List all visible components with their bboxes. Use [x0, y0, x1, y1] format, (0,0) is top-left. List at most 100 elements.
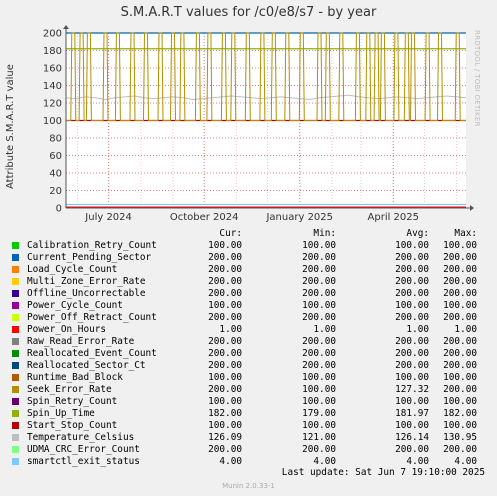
legend-value-cur: 4.00	[219, 456, 242, 467]
legend-swatch	[12, 458, 19, 465]
y-tick-label: 60	[49, 151, 62, 162]
legend-value-max: 200.00	[443, 276, 477, 287]
legend-value-avg: 200.00	[395, 276, 429, 287]
y-tick-label: 0	[56, 204, 62, 215]
legend-value-max: 200.00	[443, 360, 477, 371]
legend-value-cur: 100.00	[208, 372, 242, 383]
legend-swatch	[12, 350, 19, 357]
legend-series-name: Temperature_Celsius	[27, 432, 135, 443]
legend-value-min: 100.00	[302, 384, 336, 395]
x-tick-label: April 2025	[368, 212, 419, 223]
legend-value-cur: 200.00	[208, 276, 242, 287]
legend-swatch	[12, 326, 19, 333]
legend-series-name: Seek_Error_Rate	[27, 384, 112, 395]
legend-value-cur: 1.00	[219, 324, 242, 335]
legend-series-name: Offline_Uncorrectable	[27, 288, 146, 299]
legend-value-cur: 100.00	[208, 420, 242, 431]
axes: 0 20 40 60 80 100 120 140 160 180 200 July 2024 Octo…	[43, 25, 474, 223]
legend-row: Runtime_Bad_Block 100.00 100.00 100.00 100.0…	[12, 372, 477, 384]
legend-value-avg: 100.00	[395, 420, 429, 431]
legend-swatch	[12, 254, 19, 261]
legend-value-max: 100.00	[443, 396, 477, 407]
y-tick-label: 140	[43, 81, 62, 92]
legend-swatch	[12, 398, 19, 405]
legend-value-avg: 200.00	[395, 264, 429, 275]
legend-rows: Calibration_Retry_Count 100.00 100.00 100.0…	[12, 240, 477, 468]
legend-value-avg: 200.00	[395, 348, 429, 359]
legend-value-max: 100.00	[443, 300, 477, 311]
legend-header-min: Min:	[313, 228, 336, 239]
chart-title: S.M.A.R.T values for /c0/e8/s7 - by year	[120, 5, 377, 20]
legend-value-min: 200.00	[302, 336, 336, 347]
legend-swatch	[12, 242, 19, 249]
legend-value-min: 200.00	[302, 288, 336, 299]
legend-swatch	[12, 422, 19, 429]
legend-value-cur: 200.00	[208, 336, 242, 347]
x-axis-arrow	[470, 205, 474, 211]
x-tick-label: October 2024	[170, 212, 239, 223]
legend-value-min: 100.00	[302, 396, 336, 407]
legend-header: Cur: Min: Avg: Max:	[12, 228, 477, 240]
legend-value-avg: 200.00	[395, 288, 429, 299]
legend-value-avg: 4.00	[406, 456, 429, 467]
legend-swatch	[12, 434, 19, 441]
last-update: Last update: Sat Jun 7 19:10:00 2025	[281, 467, 485, 478]
legend-row: Spin_Up_Time 182.00 179.00 181.97 182.00	[12, 408, 477, 420]
legend-row: Start_Stop_Count 100.00 100.00 100.00 100.00	[12, 420, 477, 432]
legend-value-cur: 200.00	[208, 444, 242, 455]
legend-series-name: Reallocated_Sector_Ct	[27, 360, 146, 371]
legend-series-name: Spin_Retry_Count	[27, 396, 118, 407]
legend-value-cur: 100.00	[208, 396, 242, 407]
legend-row: Offline_Uncorrectable 200.00 200.00 200.00 2…	[12, 288, 477, 300]
y-tick-label: 20	[49, 186, 62, 197]
legend-row: Multi_Zone_Error_Rate 200.00 200.00 200.00 2…	[12, 276, 477, 288]
legend-value-min: 200.00	[302, 444, 336, 455]
legend-row: Load_Cycle_Count 200.00 200.00 200.00 200.00	[12, 264, 477, 276]
rrdtool-credit: RRDTOOL / TOBI OETIKER	[473, 30, 481, 127]
legend-value-cur: 200.00	[208, 252, 242, 263]
legend-swatch	[12, 338, 19, 345]
legend-swatch	[12, 302, 19, 309]
legend-value-max: 200.00	[443, 252, 477, 263]
legend-value-min: 200.00	[302, 360, 336, 371]
legend-series-name: Start_Stop_Count	[27, 420, 118, 431]
legend-series-name: Power_Off_Retract_Count	[27, 312, 157, 323]
x-tick-label: July 2024	[84, 212, 132, 223]
legend-value-max: 200.00	[443, 288, 477, 299]
legend-row: Temperature_Celsius 126.09 121.00 126.14 130…	[12, 432, 477, 444]
legend-value-cur: 100.00	[208, 240, 242, 251]
legend-value-min: 200.00	[302, 276, 336, 287]
y-tick-label: 80	[49, 134, 62, 145]
legend-value-max: 4.00	[454, 456, 477, 467]
legend-value-min: 100.00	[302, 300, 336, 311]
legend-row: Spin_Retry_Count 100.00 100.00 100.00 100.00	[12, 396, 477, 408]
y-tick-label: 120	[43, 99, 62, 110]
legend-value-min: 200.00	[302, 348, 336, 359]
legend-row: Power_Cycle_Count 100.00 100.00 100.00 100.0…	[12, 300, 477, 312]
legend-series-name: Multi_Zone_Error_Rate	[27, 276, 146, 287]
legend-value-avg: 100.00	[395, 240, 429, 251]
legend-value-cur: 126.09	[208, 432, 242, 443]
legend: Cur: Min: Avg: Max: Calibration_Retry_Co…	[12, 228, 477, 468]
legend-value-cur: 200.00	[208, 288, 242, 299]
legend-value-min: 100.00	[302, 372, 336, 383]
legend-value-avg: 100.00	[395, 300, 429, 311]
legend-row: Current_Pending_Sector 200.00 200.00 200.00…	[12, 252, 477, 264]
legend-value-min: 100.00	[302, 240, 336, 251]
legend-row: smartctl_exit_status 4.00 4.00 4.00 4.00	[12, 456, 477, 468]
legend-series-name: smartctl_exit_status	[27, 456, 140, 467]
y-tick-label: 200	[43, 29, 62, 40]
legend-value-min: 179.00	[302, 408, 336, 419]
legend-swatch	[12, 314, 19, 321]
legend-value-max: 200.00	[443, 444, 477, 455]
legend-row: Reallocated_Sector_Ct 200.00 200.00 200.00 2…	[12, 360, 477, 372]
y-tick-label: 100	[43, 116, 62, 127]
legend-swatch	[12, 266, 19, 273]
legend-value-cur: 200.00	[208, 384, 242, 395]
legend-value-cur: 100.00	[208, 300, 242, 311]
legend-value-min: 4.00	[313, 456, 336, 467]
series-layer	[65, 32, 467, 208]
legend-value-min: 200.00	[302, 312, 336, 323]
legend-series-name: Power_On_Hours	[27, 324, 107, 335]
y-tick-label: 180	[43, 46, 62, 57]
